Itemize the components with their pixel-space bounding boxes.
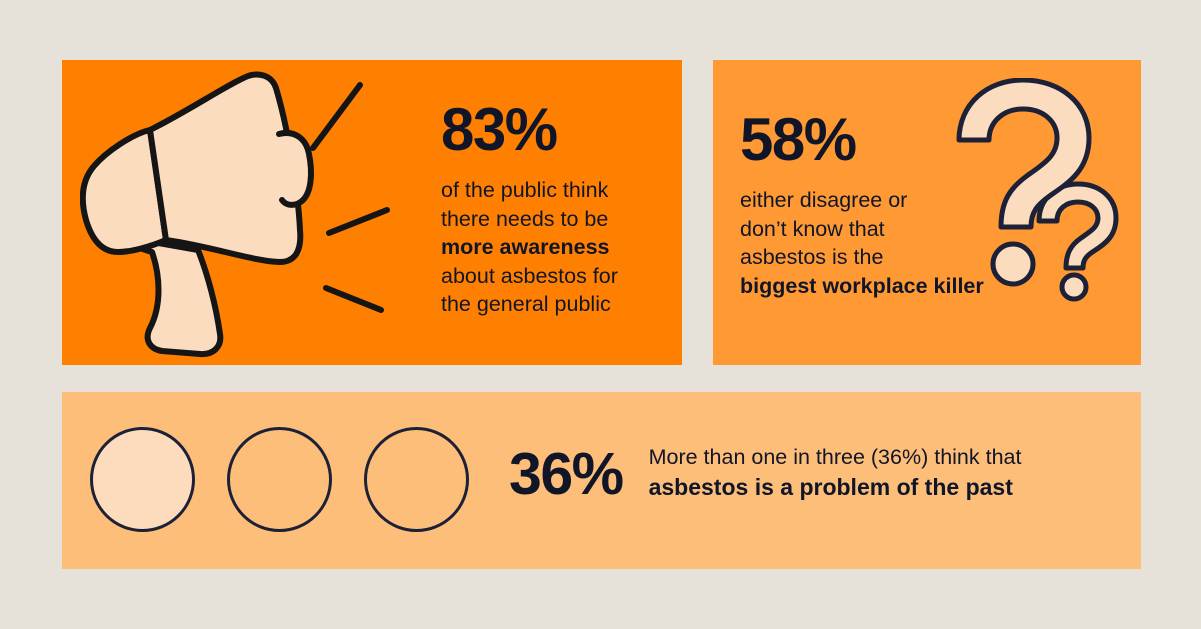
megaphone-icon [80,71,390,358]
killer-line-1: either disagree or [740,188,908,212]
awareness-line-4: about asbestos for [441,263,618,288]
killer-stat-number: 58% [740,106,857,173]
awareness-line-3: more awareness [441,235,610,259]
killer-line-2: don’t know that [740,216,885,241]
past-text-block: 36% More than one in three (36%) think t… [509,440,1022,507]
past-stat-lines: More than one in three (36%) think that … [649,442,1022,502]
past-line-2: asbestos is a problem of the past [648,474,1013,500]
killer-line-4: biggest workplace killer [740,273,984,298]
awareness-stat-lines: of the public think there needs to be mo… [441,176,671,319]
panel-killer: 58% either disagree or don’t know that a… [713,60,1141,365]
one-in-three-circles-group [90,427,469,532]
question-marks-icon [956,78,1119,302]
awareness-stat-number: 83% [441,96,558,163]
awareness-line-2: there needs to be [441,206,609,231]
killer-text-block: 58% either disagree or don’t know that a… [740,110,1070,300]
circle-outline-2 [364,427,469,532]
awareness-text-block: 83% of the public think there needs to b… [441,100,671,319]
past-line-1: More than one in three (36%) think that [648,445,1022,469]
past-stat-number: 36% [509,440,624,507]
awareness-line-5: the general public [441,292,611,316]
circle-filled [90,427,195,532]
awareness-line-1: of the public think [441,178,609,202]
circle-outline-1 [227,427,332,532]
panel-past: 36% More than one in three (36%) think t… [62,392,1141,569]
sound-lines-icon [310,82,390,313]
killer-stat-lines: either disagree or don’t know that asbes… [740,186,1070,300]
killer-line-3: asbestos is the [740,245,884,269]
panel-awareness: 83% of the public think there needs to b… [62,60,682,365]
